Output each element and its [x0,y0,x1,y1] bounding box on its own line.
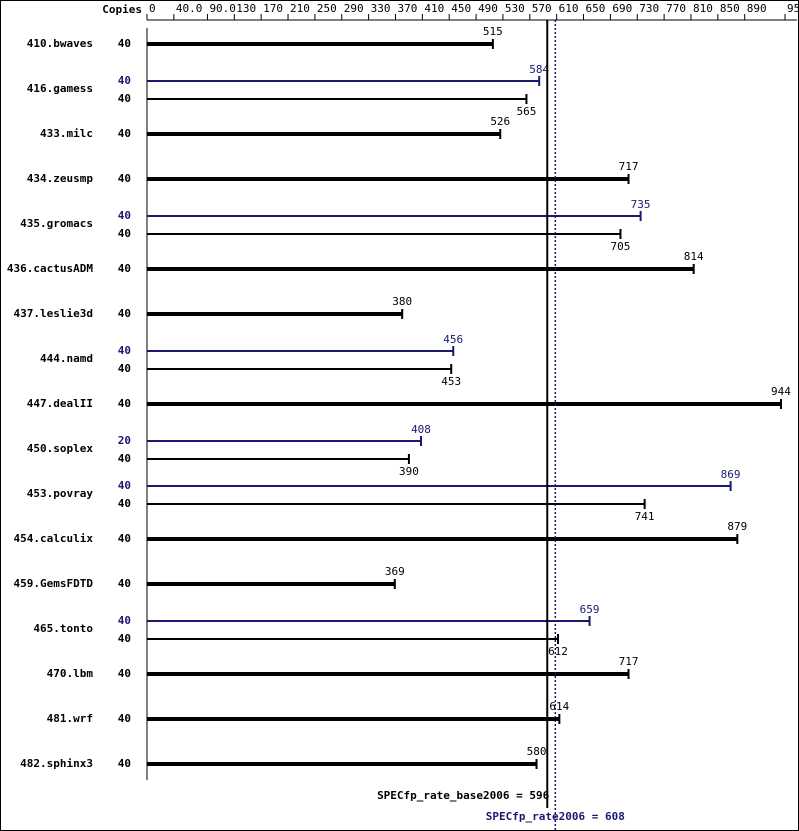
value-label: 717 [619,655,639,668]
benchmark-label: 444.namd [40,352,93,365]
copies-label: 40 [118,344,131,357]
x-tick-label: 370 [397,2,417,15]
value-label: 584 [529,63,549,76]
benchmark-label: 454.calculix [14,532,94,545]
benchmark-label: 450.soplex [27,442,94,455]
benchmark-label: 453.povray [27,487,94,500]
x-tick-label: 890 [747,2,767,15]
value-label: 944 [771,385,791,398]
value-label: 879 [727,520,747,533]
x-tick-label: 330 [371,2,391,15]
copies-label: 40 [118,307,131,320]
copies-label: 40 [118,497,131,510]
x-tick-label: 450 [451,2,471,15]
x-tick-label: 950 [787,2,799,15]
x-tick-label: 210 [290,2,310,15]
copies-label: 40 [118,397,131,410]
benchmark-label: 410.bwaves [27,37,93,50]
value-label: 515 [483,25,503,38]
benchmark-label: 416.gamess [27,82,93,95]
benchmark-label: 481.wrf [47,712,93,725]
x-tick-label: 730 [639,2,659,15]
benchmark-label: 470.lbm [47,667,94,680]
value-label: 565 [517,105,537,118]
value-label: 612 [548,645,568,658]
benchmark-label: 465.tonto [33,622,93,635]
x-tick-label: 650 [586,2,606,15]
copies-label: 40 [118,74,131,87]
value-label: 453 [441,375,461,388]
value-label: 580 [527,745,547,758]
x-tick-label: 250 [317,2,337,15]
value-label: 369 [385,565,405,578]
x-tick-label: 40.0 [176,2,203,15]
x-tick-label: 570 [532,2,552,15]
x-tick-label: 130 [236,2,256,15]
value-label: 814 [684,250,704,263]
value-label: 408 [411,423,431,436]
value-label: 705 [611,240,631,253]
copies-label: 40 [118,479,131,492]
copies-label: 40 [118,757,131,770]
value-label: 526 [490,115,510,128]
x-tick-label: 770 [666,2,686,15]
benchmark-label: 482.sphinx3 [20,757,93,770]
copies-label: 40 [118,262,131,275]
benchmark-label: 435.gromacs [20,217,93,230]
benchmark-label: 436.cactusADM [7,262,93,275]
reference-label: SPECfp_rate_base2006 = 596 [377,789,550,802]
x-tick-label: 170 [263,2,283,15]
copies-label: 40 [118,172,131,185]
copies-label: 40 [118,712,131,725]
reference-label: SPECfp_rate2006 = 608 [486,810,625,823]
x-tick-label: 490 [478,2,498,15]
value-label: 456 [443,333,463,346]
benchmark-label: 447.dealII [27,397,93,410]
x-tick-label: 810 [693,2,713,15]
copies-label: 40 [118,37,131,50]
x-tick-label: 850 [720,2,740,15]
value-label: 390 [399,465,419,478]
value-label: 741 [635,510,655,523]
x-tick-label: 690 [612,2,632,15]
copies-label: 40 [118,362,131,375]
x-tick-label: 410 [424,2,444,15]
x-tick-label: 90.0 [209,2,236,15]
copies-label: 40 [118,614,131,627]
benchmark-label: 433.milc [40,127,93,140]
copies-label: 40 [118,227,131,240]
benchmark-label: 459.GemsFDTD [14,577,94,590]
copies-label: 40 [118,667,131,680]
x-tick-label: 0 [149,2,156,15]
copies-header: Copies [102,3,142,16]
copies-label: 40 [118,452,131,465]
value-label: 380 [392,295,412,308]
copies-label: 40 [118,127,131,140]
x-tick-label: 610 [559,2,579,15]
copies-label: 40 [118,577,131,590]
copies-label: 20 [118,434,131,447]
value-label: 735 [631,198,651,211]
benchmark-label: 434.zeusmp [27,172,94,185]
copies-label: 40 [118,532,131,545]
x-tick-label: 530 [505,2,525,15]
value-label: 717 [619,160,639,173]
copies-label: 40 [118,92,131,105]
copies-label: 40 [118,632,131,645]
value-label: 614 [549,700,569,713]
x-tick-label: 290 [344,2,364,15]
benchmark-label: 437.leslie3d [14,307,93,320]
value-label: 659 [580,603,600,616]
copies-label: 40 [118,209,131,222]
value-label: 869 [721,468,741,481]
